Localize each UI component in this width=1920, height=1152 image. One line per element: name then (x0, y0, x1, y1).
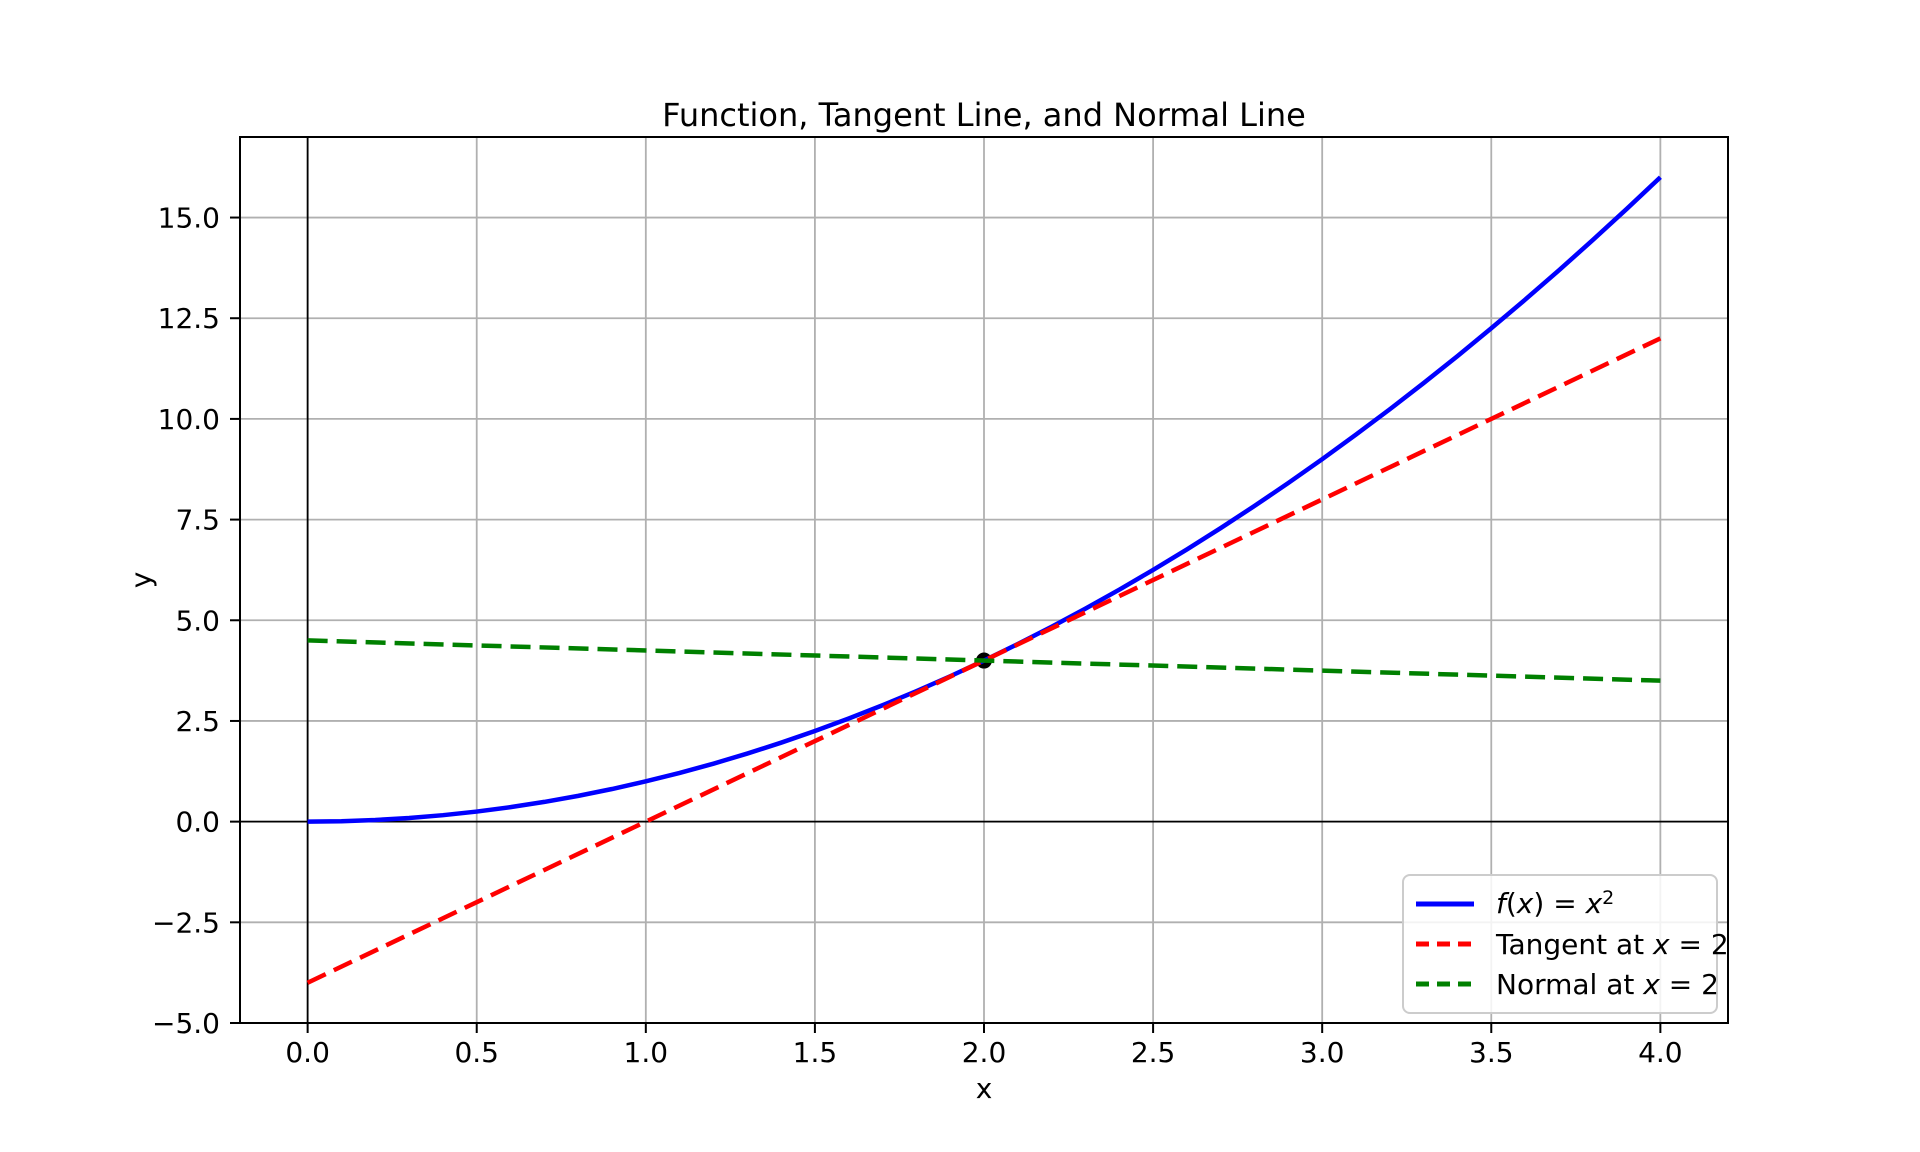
x-tick-label: 1.5 (793, 1036, 838, 1069)
series-line-normal (307, 638, 1661, 683)
y-tick-label: 7.5 (175, 504, 220, 537)
legend-label-segment: x (1643, 967, 1660, 1001)
chart-title: Function, Tangent Line, and Normal Line (662, 96, 1306, 134)
legend-label-segment: = 2 (1669, 927, 1729, 961)
x-tick-label: 0.0 (285, 1036, 330, 1069)
legend-line-sample-tangent (1416, 941, 1474, 947)
y-axis-ticks: −5.0 −2.5 0.0 2.5 5.0 7.5 10.0 12.5 15.0 (152, 202, 240, 1040)
legend-label-segment: 2 (1602, 886, 1615, 909)
legend-label-segment: x (1653, 927, 1670, 961)
x-tick-label: 2.0 (962, 1036, 1007, 1069)
y-tick-label: 0.0 (175, 806, 220, 839)
legend: f(x) = x2 Tangent at x = 2 Normal at x = 2 (1402, 874, 1729, 1014)
y-tick-label: 12.5 (158, 302, 220, 335)
y-tick-label: −5.0 (152, 1007, 220, 1040)
x-tick-label: 3.0 (1300, 1036, 1345, 1069)
legend-label-segment: f (1496, 887, 1506, 921)
legend-label-segment: x (1585, 887, 1603, 921)
reference-lines (240, 137, 1728, 1023)
legend-line-sample-function (1416, 901, 1474, 907)
x-tick-label: 3.5 (1469, 1036, 1514, 1069)
legend-label-segment: x (1516, 887, 1534, 921)
y-tick-label: 10.0 (158, 403, 220, 436)
legend-entry-tangent: Tangent at x = 2 (1416, 928, 1729, 961)
series-line-tangent (306, 336, 1662, 985)
legend-label-normal: Normal at x = 2 (1496, 968, 1719, 1001)
series (306, 175, 1662, 985)
legend-label-segment: Normal at (1496, 967, 1644, 1001)
y-axis-label: y (124, 571, 158, 589)
legend-line-sample-normal (1416, 981, 1474, 987)
y-tick-label: −2.5 (152, 906, 220, 939)
legend-label-function: f(x) = x2 (1496, 886, 1615, 921)
x-tick-label: 0.5 (454, 1036, 499, 1069)
legend-label-segment: = 2 (1659, 967, 1719, 1001)
legend-label-segment: ( (1505, 887, 1517, 921)
legend-entry-function: f(x) = x2 (1416, 887, 1706, 920)
legend-label-segment: ) = (1533, 887, 1586, 921)
y-tick-label: 15.0 (158, 202, 220, 235)
y-tick-label: 2.5 (175, 705, 220, 738)
x-axis-label: x (975, 1072, 993, 1105)
legend-label-tangent: Tangent at x = 2 (1496, 928, 1729, 961)
y-tick-label: 5.0 (175, 604, 220, 637)
x-tick-label: 2.5 (1131, 1036, 1176, 1069)
x-axis-ticks: 0.0 0.5 1.0 1.5 2.0 2.5 3.0 3.5 4.0 (285, 1023, 1683, 1069)
x-tick-label: 1.0 (624, 1036, 669, 1069)
x-tick-label: 4.0 (1638, 1036, 1683, 1069)
legend-label-segment: Tangent at (1496, 927, 1654, 961)
legend-entry-normal: Normal at x = 2 (1416, 968, 1719, 1001)
